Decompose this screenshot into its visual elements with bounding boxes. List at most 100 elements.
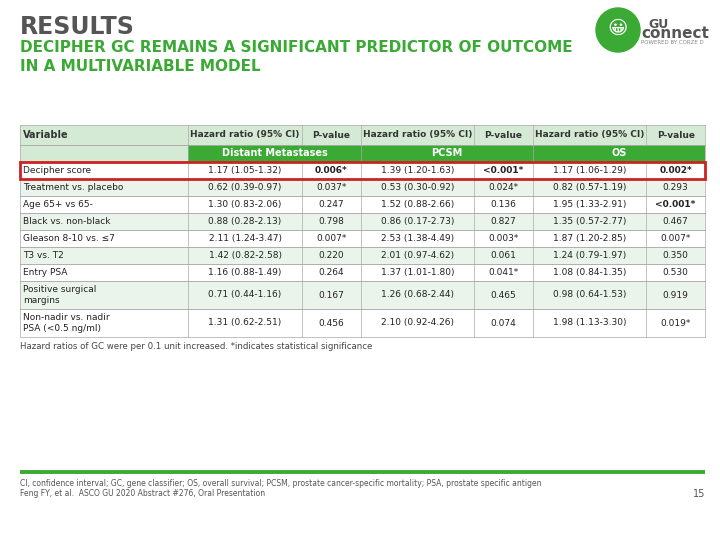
- Bar: [533, 162, 647, 179]
- Bar: [533, 264, 647, 281]
- Bar: [20, 162, 705, 179]
- Text: 1.17 (1.05-1.32): 1.17 (1.05-1.32): [208, 166, 282, 175]
- Text: 1.30 (0.83-2.06): 1.30 (0.83-2.06): [208, 200, 282, 209]
- Text: 0.456: 0.456: [318, 319, 344, 327]
- Bar: [533, 247, 647, 264]
- Text: 0.465: 0.465: [490, 291, 516, 300]
- Text: 2.53 (1.38-4.49): 2.53 (1.38-4.49): [381, 234, 454, 243]
- Bar: [361, 230, 474, 247]
- Bar: [647, 281, 705, 309]
- Bar: [20, 125, 189, 145]
- Bar: [474, 162, 533, 179]
- Bar: [361, 247, 474, 264]
- Bar: [361, 179, 474, 196]
- Text: 1.35 (0.57-2.77): 1.35 (0.57-2.77): [553, 217, 626, 226]
- Bar: [302, 281, 361, 309]
- Bar: [361, 125, 474, 145]
- Text: 0.041*: 0.041*: [488, 268, 518, 277]
- Text: POWERED BY CORZE D: POWERED BY CORZE D: [641, 40, 703, 45]
- Text: <0.001*: <0.001*: [655, 200, 696, 209]
- Bar: [533, 179, 647, 196]
- Text: 1.24 (0.79-1.97): 1.24 (0.79-1.97): [553, 251, 626, 260]
- Bar: [533, 213, 647, 230]
- Text: Positive surgical
margins: Positive surgical margins: [23, 285, 96, 305]
- Text: 0.827: 0.827: [490, 217, 516, 226]
- Text: 0.006*: 0.006*: [315, 166, 348, 175]
- Text: Variable: Variable: [23, 130, 68, 140]
- Text: P-value: P-value: [657, 131, 695, 139]
- Text: 0.350: 0.350: [662, 251, 688, 260]
- Bar: [474, 309, 533, 337]
- Text: Decipher score: Decipher score: [23, 166, 91, 175]
- Text: 😀: 😀: [608, 18, 628, 37]
- Circle shape: [596, 8, 640, 52]
- Bar: [189, 281, 302, 309]
- Text: 1.98 (1.13-3.30): 1.98 (1.13-3.30): [553, 319, 626, 327]
- Text: 1.39 (1.20-1.63): 1.39 (1.20-1.63): [381, 166, 454, 175]
- Text: 0.798: 0.798: [318, 217, 344, 226]
- Bar: [189, 196, 302, 213]
- Text: P-value: P-value: [312, 131, 350, 139]
- Bar: [533, 125, 647, 145]
- Text: 1.42 (0.82-2.58): 1.42 (0.82-2.58): [209, 251, 282, 260]
- Text: 0.86 (0.17-2.73): 0.86 (0.17-2.73): [381, 217, 454, 226]
- Bar: [474, 247, 533, 264]
- Text: 0.53 (0.30-0.92): 0.53 (0.30-0.92): [381, 183, 454, 192]
- Text: 1.31 (0.62-2.51): 1.31 (0.62-2.51): [209, 319, 282, 327]
- Bar: [647, 162, 705, 179]
- Bar: [189, 264, 302, 281]
- Bar: [533, 281, 647, 309]
- Bar: [361, 162, 474, 179]
- Text: 0.007*: 0.007*: [316, 234, 346, 243]
- Text: Entry PSA: Entry PSA: [23, 268, 68, 277]
- Bar: [474, 213, 533, 230]
- Text: Hazard ratio (95% CI): Hazard ratio (95% CI): [363, 131, 472, 139]
- Bar: [302, 247, 361, 264]
- Bar: [533, 145, 705, 162]
- Bar: [20, 247, 189, 264]
- Text: connect: connect: [641, 26, 709, 42]
- Text: DECIPHER GC REMAINS A SIGNIFICANT PREDICTOR OF OUTCOME
IN A MULTIVARIABLE MODEL: DECIPHER GC REMAINS A SIGNIFICANT PREDIC…: [20, 40, 572, 74]
- Bar: [361, 309, 474, 337]
- Text: 0.136: 0.136: [490, 200, 516, 209]
- Bar: [302, 196, 361, 213]
- Bar: [20, 145, 189, 162]
- Bar: [189, 247, 302, 264]
- Text: 0.467: 0.467: [663, 217, 688, 226]
- Text: 0.98 (0.64-1.53): 0.98 (0.64-1.53): [553, 291, 626, 300]
- Bar: [302, 213, 361, 230]
- Text: 0.037*: 0.037*: [316, 183, 346, 192]
- Bar: [474, 281, 533, 309]
- Bar: [474, 179, 533, 196]
- Text: 0.919: 0.919: [662, 291, 688, 300]
- Text: 0.220: 0.220: [318, 251, 344, 260]
- Text: 0.003*: 0.003*: [488, 234, 518, 243]
- Text: Age 65+ vs 65-: Age 65+ vs 65-: [23, 200, 93, 209]
- Text: 0.82 (0.57-1.19): 0.82 (0.57-1.19): [553, 183, 626, 192]
- Bar: [533, 230, 647, 247]
- Bar: [20, 162, 189, 179]
- Text: 0.62 (0.39-0.97): 0.62 (0.39-0.97): [208, 183, 282, 192]
- Bar: [20, 179, 189, 196]
- Bar: [302, 179, 361, 196]
- Bar: [302, 162, 361, 179]
- Text: 0.71 (0.44-1.16): 0.71 (0.44-1.16): [209, 291, 282, 300]
- Text: 2.01 (0.97-4.62): 2.01 (0.97-4.62): [381, 251, 454, 260]
- Bar: [647, 230, 705, 247]
- Text: 0.061: 0.061: [490, 251, 516, 260]
- Bar: [20, 196, 189, 213]
- Bar: [361, 281, 474, 309]
- Bar: [189, 162, 302, 179]
- Text: 2.11 (1.24-3.47): 2.11 (1.24-3.47): [209, 234, 282, 243]
- Text: 0.024*: 0.024*: [488, 183, 518, 192]
- Bar: [302, 264, 361, 281]
- Bar: [647, 196, 705, 213]
- Bar: [647, 309, 705, 337]
- Bar: [474, 125, 533, 145]
- Text: 0.88 (0.28-2.13): 0.88 (0.28-2.13): [209, 217, 282, 226]
- Bar: [647, 125, 705, 145]
- Text: 1.08 (0.84-1.35): 1.08 (0.84-1.35): [553, 268, 626, 277]
- Text: 1.52 (0.88-2.66): 1.52 (0.88-2.66): [381, 200, 454, 209]
- Text: 0.264: 0.264: [318, 268, 344, 277]
- Bar: [647, 213, 705, 230]
